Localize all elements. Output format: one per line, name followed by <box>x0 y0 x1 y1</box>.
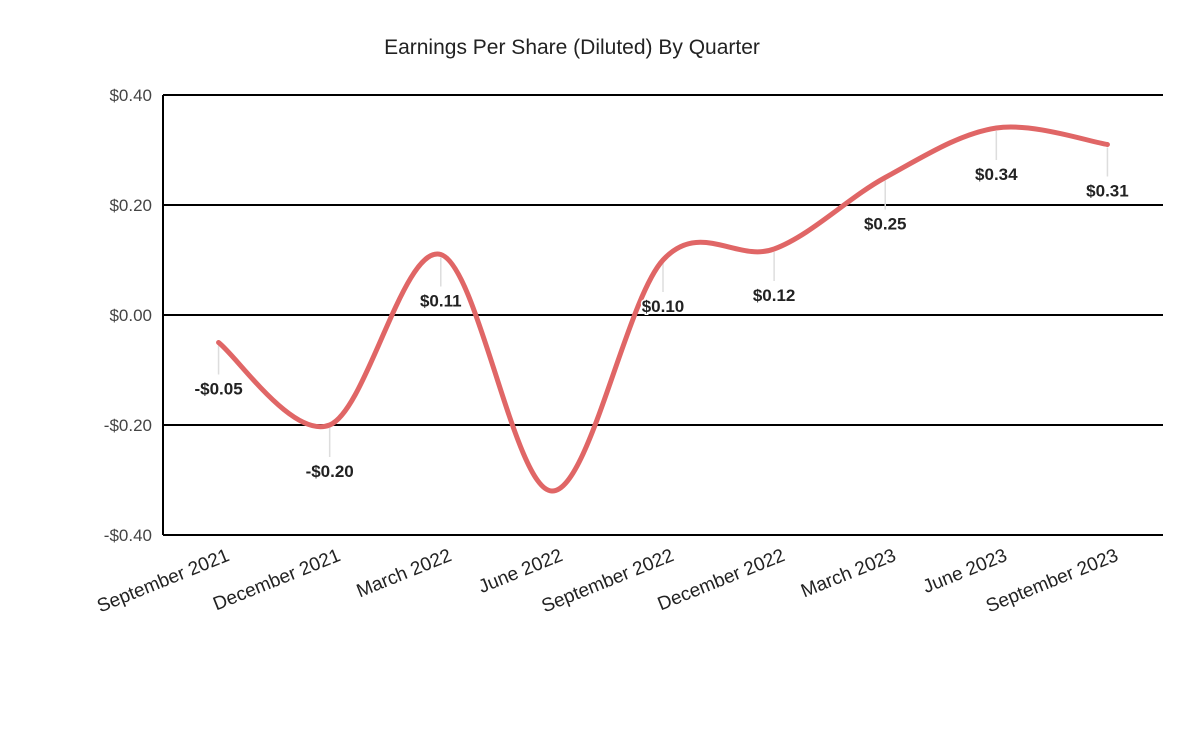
x-tick-label: December 2021 <box>210 545 343 615</box>
eps-series-line <box>216 124 1110 494</box>
x-tick-label: June 2022 <box>476 545 566 598</box>
y-tick-label: -$0.40 <box>104 526 152 545</box>
data-label: $0.31 <box>1086 182 1129 201</box>
y-tick-label: $0.00 <box>109 306 152 325</box>
label-leader-lines <box>217 131 1109 457</box>
y-axis: $0.40 $0.20 $0.00 -$0.20 -$0.40 <box>104 86 152 545</box>
y-tick-label: $0.20 <box>109 196 152 215</box>
y-tick-label: $0.40 <box>109 86 152 105</box>
data-label: $0.25 <box>864 215 907 234</box>
data-label: -$0.05 <box>194 380 242 399</box>
data-label: $0.34 <box>975 165 1018 184</box>
data-label: $0.12 <box>753 286 796 305</box>
y-tick-label: -$0.20 <box>104 416 152 435</box>
data-label: $0.11 <box>420 292 462 311</box>
x-tick-label: December 2022 <box>655 545 788 615</box>
data-labels: -$0.05 -$0.20 $0.11 $0.10 $0.12 $0.25 $0.34 $0.… <box>193 164 1130 483</box>
data-label: $0.10 <box>642 297 685 316</box>
x-tick-label: March 2022 <box>354 545 455 602</box>
chart-title: Earnings Per Share (Diluted) By Quarter <box>384 36 760 59</box>
x-tick-label: June 2023 <box>920 545 1010 598</box>
x-tick-label: March 2023 <box>798 545 899 602</box>
data-label: -$0.20 <box>306 462 354 481</box>
x-tick-label: September 2021 <box>94 545 232 617</box>
